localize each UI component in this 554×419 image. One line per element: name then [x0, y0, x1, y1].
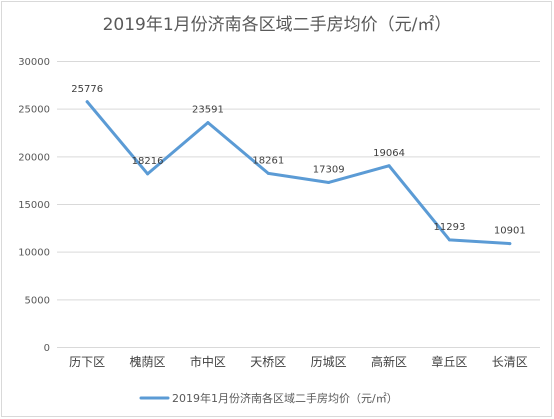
x-axis-categories: 历下区 槐荫区 市中区 天桥区 历城区 高新区 章丘区 长清区: [69, 354, 528, 369]
x-category-label: 天桥区: [250, 355, 286, 369]
x-category-label: 章丘区: [431, 354, 467, 369]
y-tick-label: 25000: [18, 105, 50, 116]
data-label: 11293: [434, 222, 466, 233]
data-point: [266, 171, 270, 175]
y-tick-label: 0: [44, 343, 50, 354]
x-category-label: 市中区: [190, 354, 226, 369]
data-point: [508, 242, 512, 246]
legend-label: 2019年1月份济南各区域二手房均价（元/㎡）: [172, 391, 398, 405]
y-tick-label: 10000: [18, 248, 50, 259]
data-labels: 25776 18216 23591 18261 17309 19064 11293 10901: [71, 84, 525, 237]
series-line: [85, 100, 512, 246]
data-label: 23591: [192, 105, 224, 116]
data-point: [327, 180, 331, 184]
x-category-label: 高新区: [371, 354, 407, 369]
data-point: [447, 238, 451, 242]
data-label: 18216: [132, 156, 164, 167]
chart-title: 2019年1月份济南各区域二手房均价（元/㎡）: [103, 15, 452, 35]
x-category-label: 长清区: [492, 355, 528, 369]
legend: 2019年1月份济南各区域二手房均价（元/㎡）: [139, 391, 398, 405]
y-tick-label: 20000: [18, 152, 50, 163]
series-layer: [85, 100, 512, 246]
x-category-label: 历城区: [311, 355, 347, 369]
data-point: [206, 121, 210, 125]
x-category-label: 历下区: [69, 355, 105, 369]
data-label: 10901: [494, 226, 526, 237]
gridlines: [57, 61, 540, 348]
data-label: 18261: [252, 155, 284, 166]
y-tick-label: 15000: [18, 200, 50, 211]
y-tick-label: 5000: [25, 295, 50, 306]
data-label: 25776: [71, 84, 103, 95]
y-tick-label: 30000: [18, 57, 50, 68]
data-label: 17309: [313, 164, 345, 175]
x-category-label: 槐荫区: [130, 354, 166, 369]
data-point: [387, 164, 391, 168]
data-label: 19064: [373, 148, 405, 159]
y-axis-ticks: 0 5000 10000 15000 20000 25000 30000: [18, 57, 50, 354]
data-point: [146, 172, 150, 176]
data-point: [85, 100, 89, 104]
